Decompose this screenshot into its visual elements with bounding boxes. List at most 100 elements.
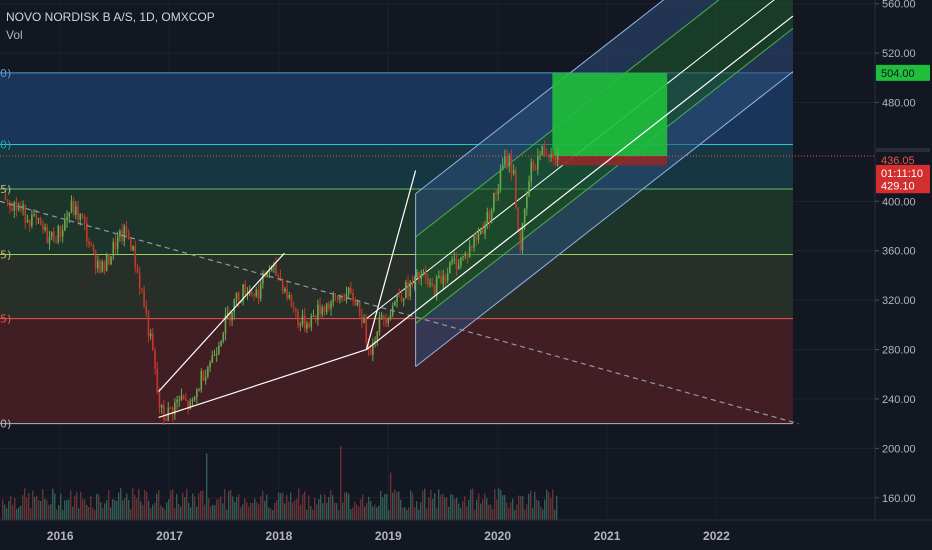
volume-bar bbox=[494, 488, 496, 520]
volume-bar bbox=[310, 505, 312, 520]
volume-bar bbox=[198, 493, 200, 520]
volume-bar bbox=[108, 490, 110, 520]
candle-body bbox=[288, 294, 291, 299]
volume-bar bbox=[396, 492, 398, 520]
candle-body bbox=[108, 254, 110, 264]
trend-lines[interactable] bbox=[0, 15, 799, 425]
candle-body bbox=[209, 362, 211, 368]
candle-body bbox=[446, 272, 449, 281]
candle-body bbox=[330, 302, 332, 309]
candle-body bbox=[224, 314, 227, 334]
candle-body bbox=[409, 282, 412, 297]
candle-body bbox=[59, 225, 62, 237]
position-tool[interactable] bbox=[552, 72, 668, 166]
candle-body bbox=[543, 145, 546, 155]
volume-bar bbox=[316, 504, 318, 520]
volume-bar bbox=[538, 500, 540, 520]
volume-bar bbox=[112, 499, 114, 520]
candle-body bbox=[220, 341, 222, 346]
candle-body bbox=[123, 226, 126, 242]
volume-bar bbox=[422, 490, 424, 520]
time-axis[interactable]: 2016 2017 2018 2019 2020 2021 2022 bbox=[0, 519, 932, 550]
candle-body bbox=[400, 296, 403, 301]
candle-body bbox=[284, 288, 286, 292]
volume-bar bbox=[556, 496, 558, 520]
time-tick-label: 2018 bbox=[266, 529, 293, 543]
volume-bar bbox=[204, 504, 206, 520]
candle-body bbox=[554, 157, 557, 161]
volume-bar bbox=[308, 495, 310, 520]
symbol-title[interactable]: NOVO NORDISK B A/S, 1D, OMXCOP bbox=[6, 10, 215, 24]
candle-body bbox=[449, 262, 451, 273]
time-tick-label: 2019 bbox=[375, 529, 402, 543]
volume-bar bbox=[144, 490, 146, 520]
volume-bar bbox=[222, 503, 224, 520]
candle-body bbox=[83, 216, 86, 224]
volume-bar bbox=[252, 503, 254, 520]
candle-body bbox=[438, 275, 440, 278]
price-axis[interactable]: 560.00 520.00 480.00 400.00 360.00 320.00 280.… bbox=[874, 0, 932, 550]
volume-bar bbox=[534, 491, 536, 520]
volume-bar bbox=[536, 499, 538, 520]
volume-bar bbox=[458, 503, 460, 520]
volume-bar bbox=[72, 506, 74, 520]
candle-body bbox=[510, 156, 513, 174]
volume-bar bbox=[12, 504, 14, 520]
candle-body bbox=[334, 295, 337, 297]
volume-bar bbox=[468, 499, 470, 520]
candle-body bbox=[152, 333, 154, 351]
volume-bar bbox=[126, 493, 128, 520]
fib-edge-label: 5) bbox=[0, 248, 11, 261]
price-axis-bg bbox=[875, 0, 932, 550]
volume-bar bbox=[452, 494, 454, 520]
volume-bar bbox=[474, 509, 476, 520]
candle-body bbox=[537, 155, 539, 170]
candle-body bbox=[308, 323, 310, 328]
candle-body bbox=[147, 313, 150, 337]
candle-body bbox=[242, 284, 244, 302]
candle-body bbox=[317, 304, 319, 321]
volume-bar bbox=[256, 502, 258, 520]
volume-bar bbox=[530, 490, 532, 520]
volume-bar bbox=[278, 492, 280, 520]
volume-bar bbox=[216, 499, 218, 520]
volume-bar bbox=[60, 493, 62, 520]
candle-body bbox=[156, 368, 159, 393]
volume-bar bbox=[348, 493, 350, 520]
pitchfork-line bbox=[415, 0, 665, 195]
candle-body bbox=[517, 208, 519, 233]
trend-line bbox=[366, 15, 794, 351]
volume-bar bbox=[208, 498, 210, 520]
volume-label[interactable]: Vol bbox=[6, 28, 23, 42]
candle-body bbox=[160, 404, 163, 408]
volume-bar bbox=[6, 508, 8, 520]
candle-body bbox=[312, 315, 315, 317]
volume-bar bbox=[28, 492, 30, 520]
candle-body bbox=[125, 226, 128, 233]
volume-bar bbox=[110, 507, 112, 520]
candle-body bbox=[341, 297, 343, 300]
volume-bar bbox=[350, 509, 352, 520]
candle-body bbox=[4, 195, 7, 200]
volume-bar bbox=[120, 488, 122, 520]
volume-bar bbox=[114, 499, 116, 520]
candle-body bbox=[86, 223, 88, 242]
volume-bar bbox=[446, 497, 448, 520]
candle-body bbox=[127, 232, 130, 240]
volume-bar bbox=[272, 509, 274, 520]
volume-bar bbox=[178, 503, 180, 520]
candle-body bbox=[532, 161, 535, 169]
candle-body bbox=[42, 224, 44, 230]
volume-bar bbox=[262, 490, 264, 520]
candle-body bbox=[383, 314, 385, 320]
candle-body bbox=[213, 355, 216, 357]
volume-bar bbox=[232, 496, 234, 520]
candle-body bbox=[314, 315, 317, 321]
candle-body bbox=[257, 289, 260, 300]
volume-bar bbox=[406, 509, 408, 520]
candle-body bbox=[534, 168, 537, 170]
candle-body bbox=[477, 234, 480, 241]
candle-body bbox=[103, 261, 106, 271]
volume-bar bbox=[164, 509, 166, 520]
